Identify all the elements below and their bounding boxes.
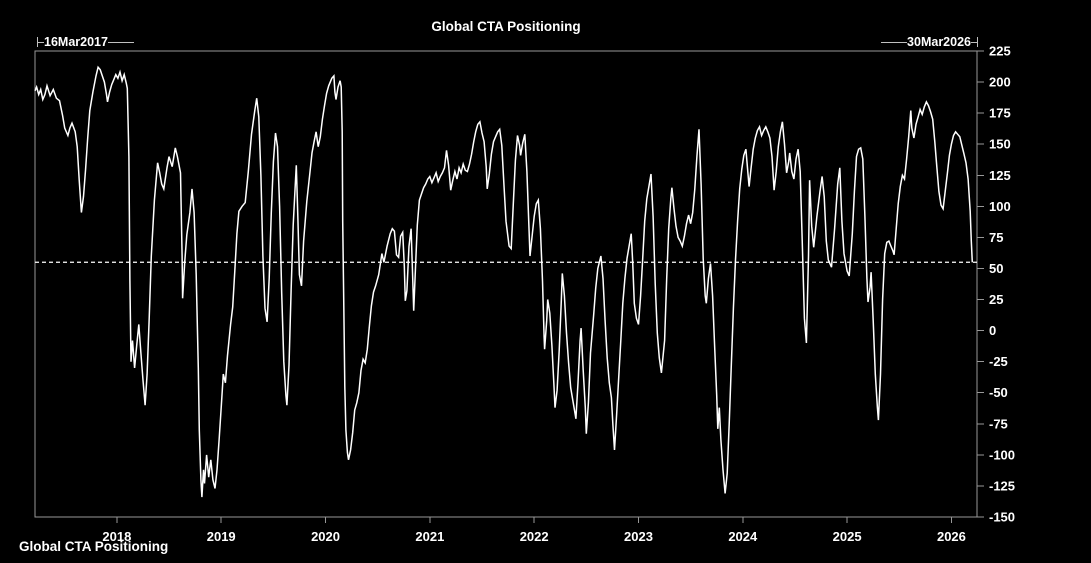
date-range-start: 16Mar2017	[37, 35, 134, 49]
x-tick-label: 2018	[102, 529, 131, 544]
x-tick-label: 2023	[624, 529, 653, 544]
y-tick-label: 150	[989, 137, 1011, 152]
x-tick-label: 2021	[415, 529, 444, 544]
range-end-tick-icon	[977, 37, 978, 47]
x-tick-label: 2025	[833, 529, 862, 544]
y-tick-label: 225	[989, 44, 1011, 59]
y-tick-label: -50	[989, 385, 1008, 400]
x-tick-label: 2024	[728, 529, 758, 544]
cta-positioning-series-line	[34, 65, 974, 498]
range-end-line-icon	[881, 41, 908, 43]
range-start-arm-icon	[38, 41, 44, 43]
y-tick-label: 175	[989, 106, 1011, 121]
y-tick-label: 100	[989, 199, 1011, 214]
y-tick-label: -25	[989, 354, 1008, 369]
range-start-label: 16Mar2017	[44, 35, 108, 49]
x-tick-label: 2019	[207, 529, 236, 544]
plot-frame	[34, 50, 978, 518]
series-legend-label: Global CTA Positioning	[19, 539, 169, 554]
x-tick-label: 2026	[937, 529, 966, 544]
y-tick-label: 75	[989, 230, 1003, 245]
y-tick-label: 0	[989, 323, 996, 338]
range-start-tick-icon	[37, 37, 38, 47]
chart-title: Global CTA Positioning	[431, 19, 581, 34]
y-tick-label: -125	[989, 478, 1015, 493]
x-tick-label: 2020	[311, 529, 340, 544]
y-tick-label: -150	[989, 510, 1015, 525]
y-tick-label: 25	[989, 292, 1003, 307]
range-start-line-icon	[107, 41, 134, 43]
date-range-end: 30Mar2026	[881, 35, 978, 49]
y-tick-label: -100	[989, 447, 1015, 462]
y-tick-label: 200	[989, 75, 1011, 90]
x-tick-label: 2022	[520, 529, 549, 544]
y-tick-label: -75	[989, 416, 1008, 431]
range-end-arm-icon	[971, 41, 977, 43]
y-tick-label: 125	[989, 168, 1011, 183]
range-end-label: 30Mar2026	[907, 35, 971, 49]
y-tick-label: 50	[989, 261, 1003, 276]
